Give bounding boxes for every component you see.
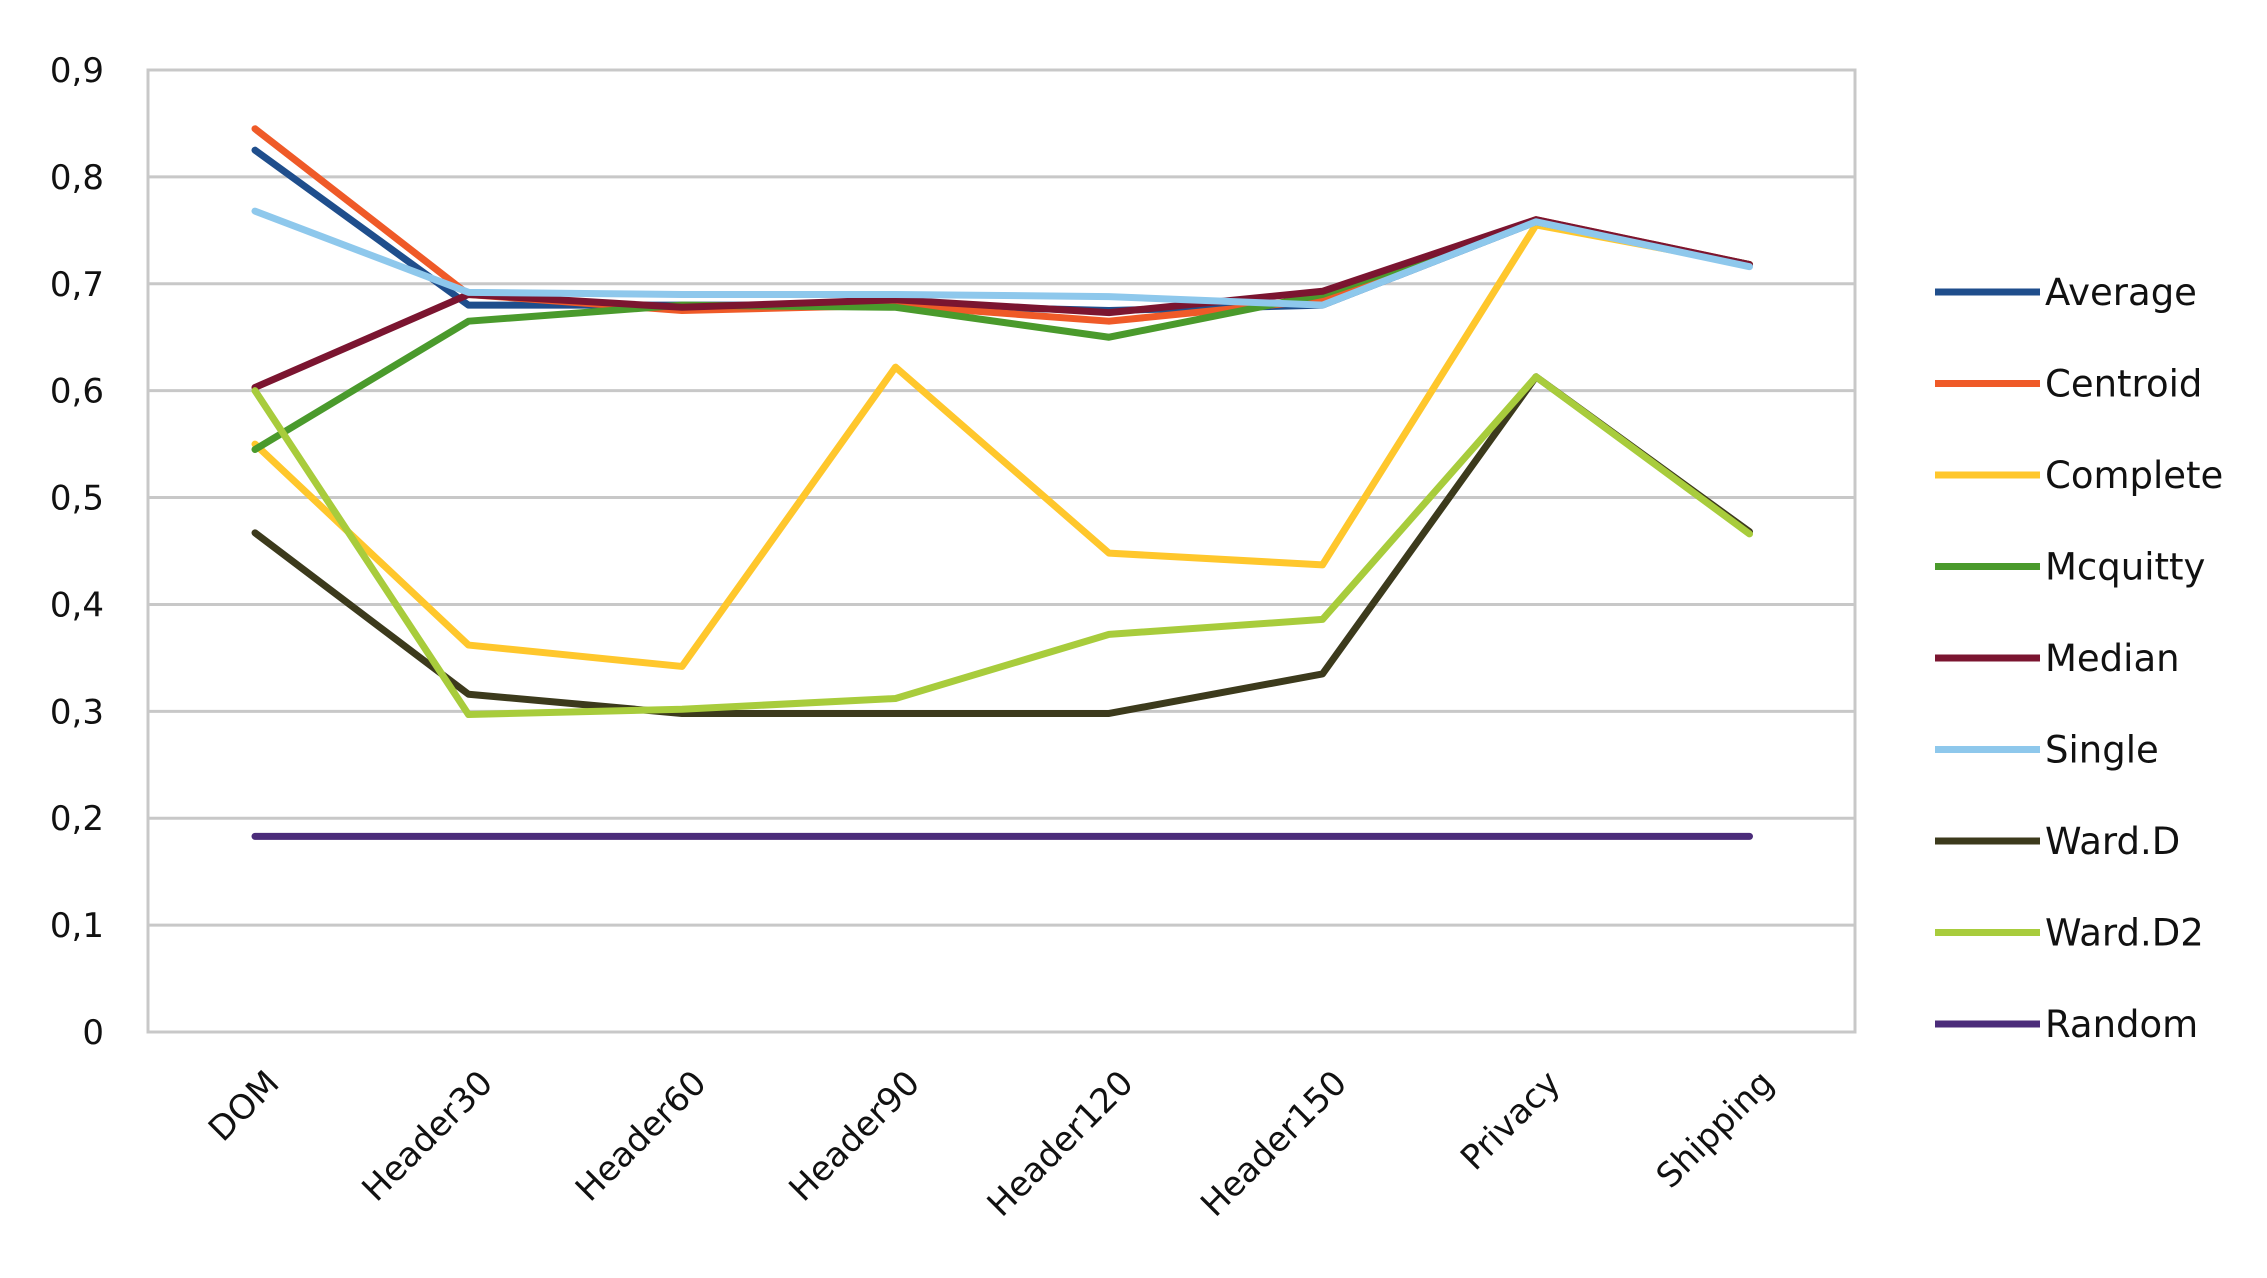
y-axis-tick-labels: 0 0,1 0,2 0,3 0,4 0,5 0,6 0,7 0,8 0,9 <box>50 51 104 1053</box>
x-tick-label: Privacy <box>1453 1063 1568 1178</box>
legend-item: Ward.D <box>1935 820 2180 863</box>
legend-label: Complete <box>2045 454 2223 497</box>
legend-item: Random <box>1935 1003 2198 1046</box>
y-tick-label: 0,8 <box>50 158 104 198</box>
y-tick-label: 0,3 <box>50 692 104 732</box>
y-tick-label: 0 <box>82 1013 104 1053</box>
legend-item: Complete <box>1935 454 2223 497</box>
legend-label: Average <box>2045 271 2197 314</box>
series-line-median <box>251 216 1753 391</box>
plot-area <box>146 68 1857 1034</box>
x-tick-label: DOM <box>201 1063 287 1149</box>
legend-item: Ward.D2 <box>1935 912 2204 955</box>
series-line-ward-d <box>251 373 1753 717</box>
x-tick-label: Shipping <box>1649 1063 1782 1196</box>
y-tick-label: 0,1 <box>50 906 104 946</box>
x-tick-label: Header90 <box>781 1063 927 1209</box>
series-line-complete <box>251 221 1753 670</box>
legend-item: Single <box>1935 729 2159 772</box>
legend-label: Ward.D2 <box>2045 912 2204 955</box>
y-tick-label: 0,2 <box>50 799 104 839</box>
legend-label: Median <box>2045 637 2180 680</box>
legend-label: Mcquitty <box>2045 546 2205 589</box>
y-tick-label: 0,7 <box>50 265 104 305</box>
x-axis-tick-labels: DOM Header30 Header60 Header90 Header120 Head… <box>201 1063 1782 1225</box>
legend-item: Centroid <box>1935 363 2202 406</box>
legend-label: Ward.D <box>2045 820 2180 863</box>
x-tick-label: Header30 <box>354 1063 500 1209</box>
legend: Average Centroid Complete Mcquitty Median Sin… <box>1935 271 2223 1046</box>
x-tick-label: Header150 <box>1193 1063 1355 1225</box>
y-tick-label: 0,5 <box>50 479 104 519</box>
legend-label: Single <box>2045 729 2159 772</box>
x-tick-label: Header60 <box>568 1063 714 1209</box>
legend-label: Random <box>2045 1003 2198 1046</box>
y-tick-label: 0,9 <box>50 51 104 91</box>
legend-item: Mcquitty <box>1935 546 2205 589</box>
x-tick-label: Header120 <box>980 1063 1142 1225</box>
y-tick-label: 0,4 <box>50 585 104 625</box>
series-lines <box>251 125 1753 840</box>
legend-item: Average <box>1935 271 2197 314</box>
series-line-ward-d2 <box>251 373 1753 719</box>
y-tick-label: 0,6 <box>50 372 104 412</box>
legend-label: Centroid <box>2045 363 2202 406</box>
legend-item: Median <box>1935 637 2180 680</box>
series-line-single <box>251 207 1753 309</box>
